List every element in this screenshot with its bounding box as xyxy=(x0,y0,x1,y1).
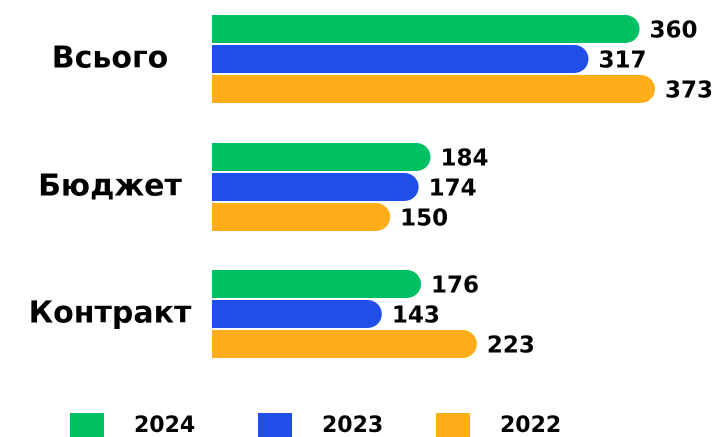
value-label: 373 xyxy=(665,78,713,104)
legend-label: 2022 xyxy=(500,413,561,437)
bar xyxy=(212,143,431,171)
legend-swatch xyxy=(436,413,470,437)
bar xyxy=(212,300,382,328)
legend-swatch xyxy=(258,413,292,437)
value-label: 176 xyxy=(431,273,479,299)
value-label: 317 xyxy=(598,48,646,74)
value-label: 143 xyxy=(392,303,440,329)
value-label: 174 xyxy=(429,176,477,202)
bar xyxy=(212,75,655,103)
value-label: 184 xyxy=(441,146,489,172)
category-label: Контракт xyxy=(29,296,192,331)
value-label: 150 xyxy=(400,206,448,232)
bar xyxy=(212,203,391,231)
value-label: 223 xyxy=(487,333,535,359)
bar xyxy=(212,270,422,298)
category-label: Бюджет xyxy=(38,169,182,204)
bar xyxy=(212,45,589,73)
bar xyxy=(212,330,477,358)
bar xyxy=(212,15,640,43)
legend-label: 2024 xyxy=(134,413,195,437)
bar xyxy=(212,173,419,201)
legend-swatch xyxy=(70,413,104,437)
category-label: Всього xyxy=(52,41,169,76)
value-label: 360 xyxy=(650,18,698,44)
legend-label: 2023 xyxy=(322,413,383,437)
